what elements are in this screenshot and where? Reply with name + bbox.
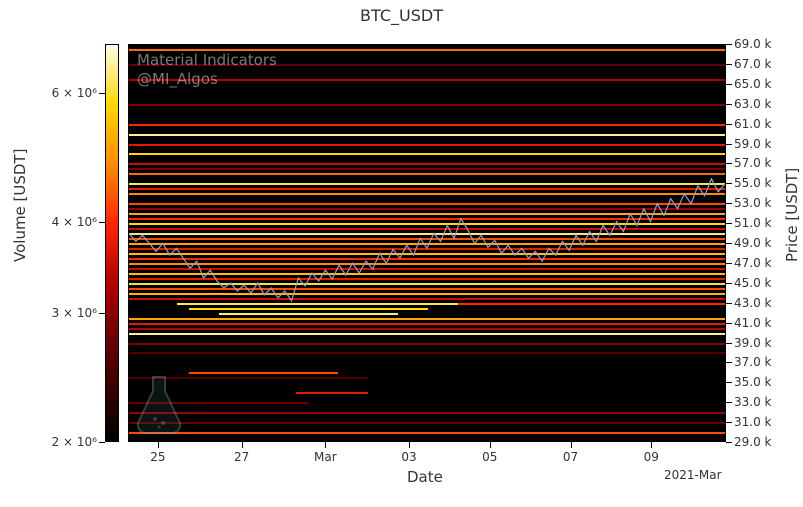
y-right-tick-label: 39.0 k: [726, 336, 771, 350]
y-right-tick-label: 37.0 k: [726, 355, 771, 369]
heatmap-band: [129, 233, 726, 235]
y-right-tick-label: 57.0 k: [726, 156, 771, 170]
y-right-tick-label: 35.0 k: [726, 375, 771, 389]
heatmap-band: [129, 104, 726, 106]
heatmap-band: [129, 243, 726, 245]
heatmap-band: [129, 432, 726, 434]
heatmap-band: [129, 79, 726, 81]
y-right-tick-label: 33.0 k: [726, 395, 771, 409]
y-right-tick-label: 45.0 k: [726, 276, 771, 290]
heatmap-band: [129, 323, 726, 325]
watermark-line-1: Material Indicators: [137, 51, 277, 70]
x-axis-label: Date: [407, 468, 443, 486]
y-right-tick-label: 47.0 k: [726, 256, 771, 270]
y-right-tick-label: 41.0 k: [726, 316, 771, 330]
heatmap-band: [129, 203, 726, 205]
heatmap-band: [296, 392, 368, 394]
y-right-tick-label: 43.0 k: [726, 296, 771, 310]
heatmap-band: [129, 333, 726, 335]
y-right-tick-label: 49.0 k: [726, 236, 771, 250]
date-range-label: 2021-Mar: [664, 468, 722, 482]
colorbar-tick-label: 6 × 10⁶: [52, 86, 105, 100]
heatmap-band: [129, 258, 726, 260]
heatmap-band: [129, 124, 726, 126]
y-right-tick-label: 55.0 k: [726, 176, 771, 190]
plot-area: Material Indicators @MI_Algos: [128, 44, 726, 442]
colorbar-tick-label: 3 × 10⁶: [52, 306, 105, 320]
watermark: Material Indicators @MI_Algos: [137, 51, 277, 89]
heatmap-band: [129, 422, 726, 424]
y-right-tick-label: 69.0 k: [726, 37, 771, 51]
heatmap-band: [129, 144, 726, 146]
heatmap-band: [129, 283, 726, 285]
chart-title: BTC_USDT: [0, 6, 803, 25]
heatmap-band: [129, 168, 726, 170]
heatmap-band: [129, 343, 726, 345]
y-right-tick-label: 63.0 k: [726, 97, 771, 111]
heatmap-band: [458, 303, 726, 305]
heatmap-band: [129, 273, 726, 275]
y-right-tick-label: 51.0 k: [726, 216, 771, 230]
heatmap-band: [129, 173, 726, 175]
y-right-tick-label: 65.0 k: [726, 77, 771, 91]
heatmap-band: [189, 372, 339, 374]
heatmap-band: [129, 188, 726, 190]
heatmap-band: [129, 223, 726, 225]
heatmap-band: [129, 278, 726, 280]
heatmap-band: [129, 153, 726, 155]
y-right-tick-label: 59.0 k: [726, 137, 771, 151]
heatmap-band: [177, 303, 458, 305]
colorbar-ticks: 2 × 10⁶3 × 10⁶4 × 10⁶6 × 10⁶: [105, 44, 119, 442]
heatmap-band: [129, 134, 726, 136]
y-right-tick-label: 31.0 k: [726, 415, 771, 429]
y-right-tick-label: 67.0 k: [726, 57, 771, 71]
heatmap-band: [129, 163, 726, 165]
y-axis-label-right: Price [USDT]: [783, 222, 801, 262]
heatmap-band: [129, 268, 726, 270]
heatmap-band: [129, 298, 726, 300]
heatmap-band: [129, 218, 726, 220]
heatmap-band: [129, 49, 726, 51]
heatmap-band: [219, 313, 398, 315]
heatmap-band: [129, 293, 726, 295]
heatmap-band: [129, 183, 726, 185]
heatmap-band: [189, 308, 428, 310]
heatmap-band: [129, 213, 726, 215]
heatmap-band: [129, 193, 726, 195]
heatmap-band: [129, 64, 726, 66]
heatmap-band: [129, 412, 726, 414]
heatmap-band: [129, 402, 308, 404]
y-axis-label-left: Volume [USDT]: [11, 222, 29, 262]
colorbar-tick-label: 2 × 10⁶: [52, 435, 105, 449]
heatmap-band: [129, 328, 726, 330]
heatmap-band: [129, 248, 726, 250]
y-right-tick-label: 53.0 k: [726, 196, 771, 210]
heatmap-band: [129, 228, 726, 230]
flask-logo-icon: [133, 375, 185, 437]
heatmap-band: [129, 253, 726, 255]
y-right-tick-label: 61.0 k: [726, 117, 771, 131]
heatmap-band: [129, 318, 726, 320]
heatmap-band: [129, 263, 726, 265]
heatmap-band: [129, 208, 726, 210]
heatmap-band: [129, 288, 726, 290]
heatmap-band: [129, 352, 726, 354]
y-right-tick-label: 29.0 k: [726, 435, 771, 449]
heatmap-band: [129, 238, 726, 240]
colorbar-tick-label: 4 × 10⁶: [52, 215, 105, 229]
figure: BTC_USDT 2 × 10⁶3 × 10⁶4 × 10⁶6 × 10⁶ Vo…: [0, 0, 803, 507]
heatmap-band: [129, 377, 368, 379]
